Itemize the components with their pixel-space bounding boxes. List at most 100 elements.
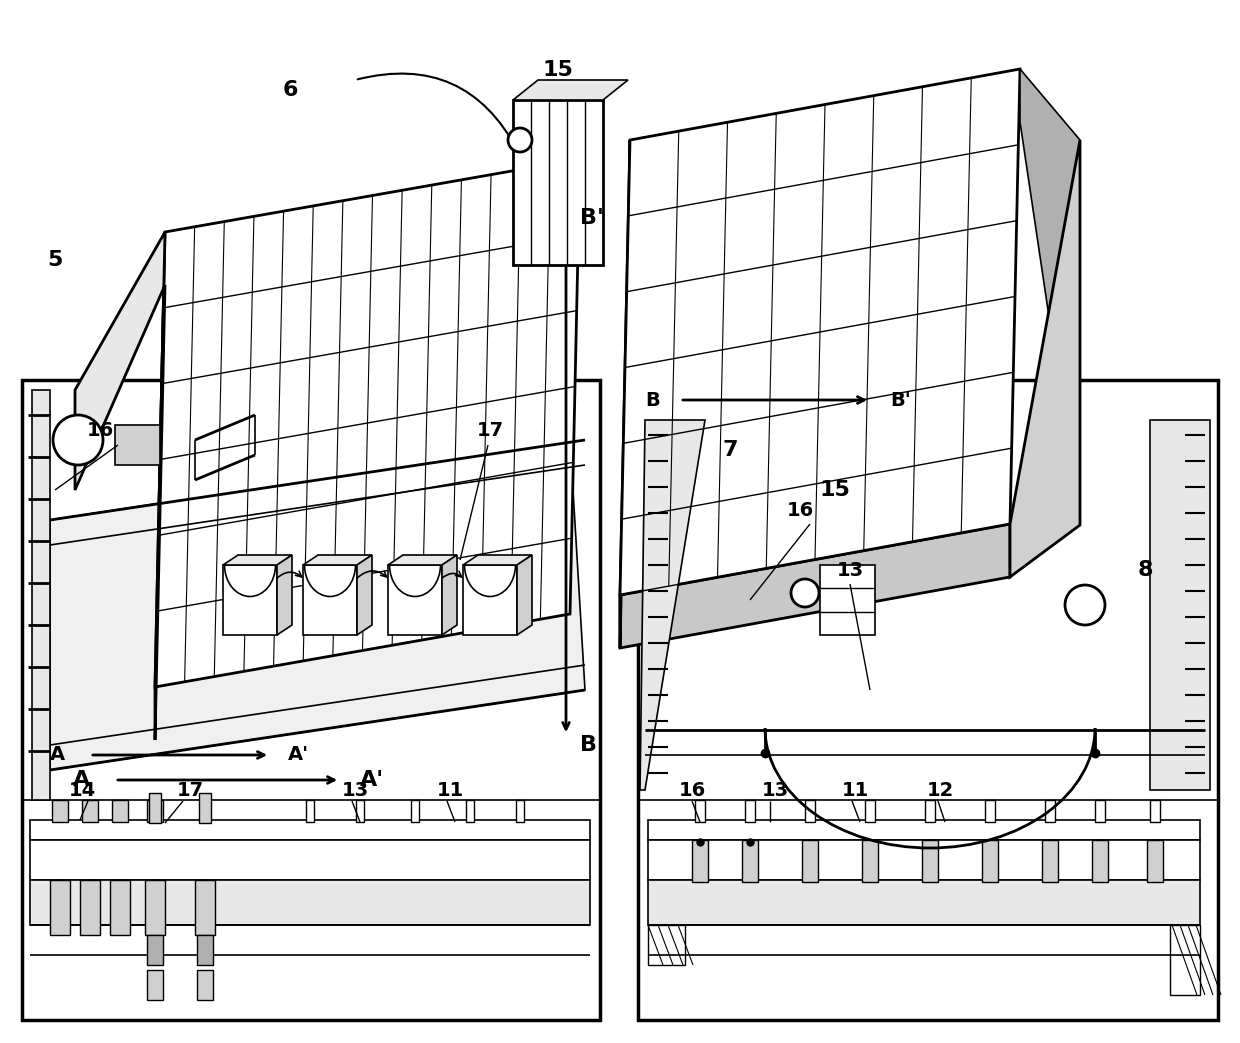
Text: A': A' bbox=[288, 746, 309, 765]
Bar bbox=[148, 800, 162, 822]
Bar bbox=[923, 840, 937, 882]
Text: 5: 5 bbox=[47, 250, 63, 270]
Text: 17: 17 bbox=[476, 420, 503, 439]
Bar bbox=[148, 970, 162, 1000]
Circle shape bbox=[791, 579, 818, 607]
Text: 8: 8 bbox=[1137, 560, 1153, 580]
Bar bbox=[639, 380, 1218, 1020]
Bar bbox=[149, 793, 161, 823]
Bar bbox=[805, 800, 815, 822]
Bar bbox=[802, 840, 818, 882]
Bar bbox=[1045, 800, 1055, 822]
Bar bbox=[1092, 840, 1109, 882]
Text: 16: 16 bbox=[678, 780, 706, 800]
Polygon shape bbox=[50, 440, 585, 770]
Polygon shape bbox=[32, 390, 50, 800]
Bar bbox=[197, 970, 213, 1000]
Text: 7: 7 bbox=[722, 440, 738, 460]
Text: 17: 17 bbox=[176, 780, 203, 800]
Bar bbox=[692, 840, 708, 882]
Bar bbox=[866, 800, 875, 822]
Text: A': A' bbox=[360, 770, 384, 790]
Text: 15: 15 bbox=[543, 60, 573, 80]
Bar bbox=[742, 840, 758, 882]
Bar bbox=[30, 820, 590, 840]
Polygon shape bbox=[1149, 420, 1210, 790]
Bar bbox=[115, 425, 160, 465]
Text: 11: 11 bbox=[436, 780, 464, 800]
Polygon shape bbox=[303, 555, 372, 565]
Circle shape bbox=[1065, 585, 1105, 625]
Polygon shape bbox=[303, 565, 357, 635]
Polygon shape bbox=[1021, 69, 1080, 525]
Bar bbox=[649, 880, 1200, 925]
Bar bbox=[110, 880, 130, 935]
Bar bbox=[513, 100, 603, 265]
Bar bbox=[985, 800, 994, 822]
Bar bbox=[30, 840, 590, 880]
Text: 11: 11 bbox=[842, 780, 869, 800]
Text: B': B' bbox=[580, 208, 604, 228]
Polygon shape bbox=[1011, 140, 1080, 577]
Text: A: A bbox=[50, 746, 64, 765]
Text: B: B bbox=[580, 735, 596, 755]
Bar bbox=[925, 800, 935, 822]
Text: A: A bbox=[73, 770, 91, 790]
Polygon shape bbox=[155, 232, 165, 739]
Bar bbox=[1095, 800, 1105, 822]
Text: 15: 15 bbox=[820, 480, 851, 500]
Bar bbox=[198, 793, 211, 823]
Polygon shape bbox=[388, 555, 458, 565]
Text: 14: 14 bbox=[68, 780, 95, 800]
Bar bbox=[1147, 840, 1163, 882]
Bar bbox=[862, 840, 878, 882]
Bar bbox=[1149, 800, 1159, 822]
Text: 6: 6 bbox=[283, 80, 298, 100]
Polygon shape bbox=[223, 565, 277, 635]
Bar bbox=[112, 800, 128, 822]
Bar bbox=[148, 935, 162, 965]
Polygon shape bbox=[277, 555, 291, 635]
Text: 13: 13 bbox=[341, 780, 368, 800]
Polygon shape bbox=[463, 555, 532, 565]
Polygon shape bbox=[155, 159, 580, 687]
Text: B: B bbox=[645, 390, 660, 410]
Polygon shape bbox=[513, 80, 627, 100]
Bar bbox=[145, 880, 165, 935]
Polygon shape bbox=[620, 69, 1021, 595]
Bar bbox=[1042, 840, 1058, 882]
Text: 16: 16 bbox=[786, 501, 813, 519]
Bar bbox=[81, 880, 100, 935]
Bar bbox=[197, 935, 213, 965]
Bar bbox=[694, 800, 706, 822]
Bar bbox=[649, 820, 1200, 840]
Text: 16: 16 bbox=[87, 420, 114, 439]
Bar bbox=[745, 800, 755, 822]
Bar bbox=[516, 800, 525, 822]
Bar bbox=[356, 800, 365, 822]
Bar bbox=[982, 840, 998, 882]
Polygon shape bbox=[388, 565, 441, 635]
Circle shape bbox=[53, 415, 103, 465]
Bar bbox=[30, 880, 590, 925]
Bar bbox=[82, 800, 98, 822]
Bar bbox=[649, 840, 1200, 880]
Polygon shape bbox=[357, 555, 372, 635]
Polygon shape bbox=[517, 555, 532, 635]
Polygon shape bbox=[620, 140, 630, 648]
Polygon shape bbox=[640, 420, 706, 790]
Text: 13: 13 bbox=[761, 780, 789, 800]
Text: 13: 13 bbox=[837, 560, 863, 580]
Text: 12: 12 bbox=[926, 780, 954, 800]
Polygon shape bbox=[441, 555, 458, 635]
Bar bbox=[22, 380, 600, 1020]
Circle shape bbox=[508, 128, 532, 152]
Bar bbox=[52, 800, 68, 822]
Bar bbox=[820, 565, 875, 635]
Bar bbox=[50, 880, 69, 935]
Polygon shape bbox=[74, 232, 165, 739]
Bar bbox=[410, 800, 419, 822]
Text: B': B' bbox=[890, 390, 910, 410]
Polygon shape bbox=[155, 614, 570, 739]
Polygon shape bbox=[223, 555, 291, 565]
